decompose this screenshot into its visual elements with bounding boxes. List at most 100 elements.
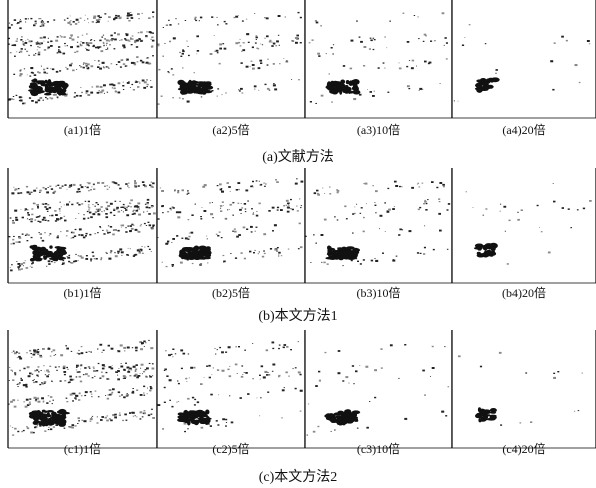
- speck: [387, 188, 389, 189]
- speck: [210, 394, 213, 396]
- speck: [225, 425, 227, 426]
- speck: [254, 89, 255, 90]
- speck: [315, 243, 317, 244]
- speck: [108, 345, 110, 347]
- speck: [79, 95, 81, 97]
- speck: [77, 36, 79, 37]
- speck: [17, 384, 18, 385]
- speck: [105, 213, 108, 215]
- speck: [96, 202, 98, 203]
- speck: [300, 411, 302, 412]
- speck: [162, 428, 164, 429]
- speck: [251, 231, 253, 232]
- speck: [60, 213, 61, 214]
- speck: [78, 234, 80, 236]
- speck: [33, 382, 35, 383]
- speck: [256, 35, 258, 36]
- speck: [142, 246, 143, 247]
- speck: [195, 20, 197, 21]
- speck: [119, 40, 120, 41]
- speck: [50, 68, 51, 69]
- speck: [250, 186, 252, 188]
- speck: [548, 252, 551, 254]
- speck: [78, 204, 80, 206]
- speck: [235, 42, 238, 44]
- speck: [15, 217, 17, 219]
- speck: [15, 242, 17, 243]
- speck: [25, 386, 27, 388]
- speck: [132, 347, 133, 348]
- speck: [97, 204, 99, 205]
- speck: [81, 203, 83, 204]
- image-panel: [8, 330, 157, 448]
- speck: [114, 39, 117, 41]
- speck: [562, 207, 564, 209]
- speck: [352, 213, 354, 215]
- speck: [172, 264, 175, 266]
- speck: [96, 370, 98, 372]
- blob-part: [345, 247, 352, 250]
- speck: [224, 48, 227, 50]
- speck: [37, 49, 38, 50]
- speck: [378, 67, 380, 69]
- speck: [241, 376, 244, 378]
- blob-part: [205, 257, 210, 259]
- speck: [90, 42, 93, 44]
- speck: [273, 63, 275, 65]
- speck: [100, 86, 103, 88]
- speck: [275, 179, 277, 180]
- speck: [331, 47, 333, 49]
- speck: [76, 95, 79, 97]
- speck: [334, 216, 336, 217]
- speck: [68, 261, 70, 263]
- speck: [180, 349, 183, 351]
- blob-part: [206, 416, 210, 422]
- blob-part: [342, 87, 346, 93]
- speck: [417, 184, 418, 185]
- speck: [70, 24, 72, 26]
- speck: [321, 95, 324, 97]
- speck: [373, 38, 375, 39]
- speck: [325, 352, 327, 353]
- speck: [94, 258, 95, 259]
- speck: [295, 37, 298, 39]
- speck: [85, 373, 88, 375]
- speck: [51, 188, 53, 190]
- speck: [171, 242, 172, 243]
- speck: [589, 200, 592, 202]
- speck: [180, 56, 182, 57]
- speck: [47, 21, 49, 23]
- speck: [152, 417, 155, 419]
- speck: [16, 352, 18, 353]
- speck: [83, 64, 84, 65]
- speck: [50, 356, 52, 357]
- speck: [17, 263, 20, 265]
- speck: [382, 253, 384, 254]
- speck: [65, 345, 67, 346]
- speck: [317, 193, 319, 194]
- speck: [15, 374, 17, 375]
- speck: [496, 69, 498, 71]
- speck: [553, 183, 554, 184]
- speck: [37, 207, 39, 208]
- blob-part: [48, 421, 56, 424]
- speck: [315, 103, 317, 104]
- speck: [131, 84, 133, 85]
- speck: [81, 92, 83, 93]
- speck: [66, 230, 69, 232]
- speck: [23, 45, 25, 46]
- speck: [14, 56, 16, 57]
- speck: [99, 40, 101, 42]
- speck: [106, 39, 109, 41]
- speck: [321, 262, 322, 263]
- speck: [144, 81, 147, 83]
- speck: [107, 67, 109, 68]
- speck: [166, 266, 168, 267]
- speck: [172, 238, 175, 240]
- speck: [127, 13, 130, 15]
- speck: [375, 260, 378, 262]
- speck: [118, 368, 119, 369]
- speck: [430, 41, 432, 42]
- speck: [97, 21, 100, 23]
- speck: [285, 17, 286, 18]
